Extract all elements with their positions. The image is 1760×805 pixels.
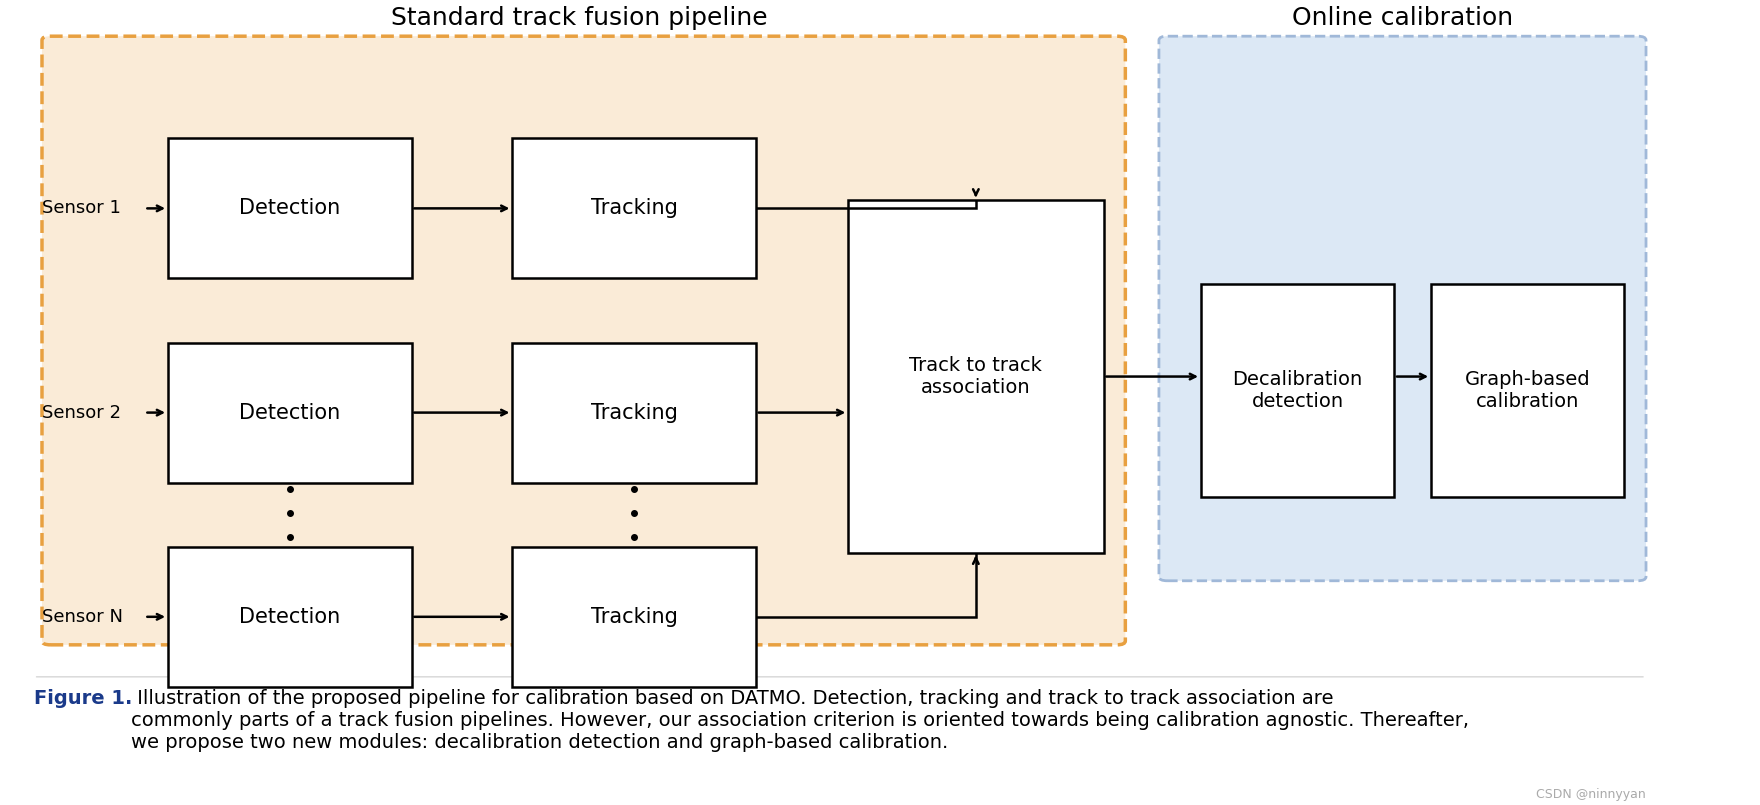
Text: Sensor N: Sensor N: [42, 608, 123, 625]
FancyBboxPatch shape: [512, 342, 755, 483]
Text: Tracking: Tracking: [591, 198, 678, 218]
FancyBboxPatch shape: [1431, 284, 1624, 497]
Text: Standard track fusion pipeline: Standard track fusion pipeline: [391, 6, 767, 30]
Text: Detection: Detection: [239, 198, 340, 218]
Text: Tracking: Tracking: [591, 402, 678, 423]
Text: Sensor 1: Sensor 1: [42, 200, 121, 217]
FancyBboxPatch shape: [167, 547, 412, 687]
FancyBboxPatch shape: [167, 138, 412, 279]
FancyBboxPatch shape: [167, 342, 412, 483]
Text: Tracking: Tracking: [591, 607, 678, 627]
FancyBboxPatch shape: [42, 36, 1125, 645]
FancyBboxPatch shape: [512, 547, 755, 687]
Text: Sensor 2: Sensor 2: [42, 403, 121, 422]
Text: Detection: Detection: [239, 607, 340, 627]
FancyBboxPatch shape: [512, 138, 755, 279]
FancyBboxPatch shape: [1200, 284, 1394, 497]
Text: Detection: Detection: [239, 402, 340, 423]
FancyBboxPatch shape: [1158, 36, 1646, 580]
FancyBboxPatch shape: [848, 200, 1104, 553]
Text: Figure 1.: Figure 1.: [33, 689, 132, 708]
Text: Track to track
association: Track to track association: [910, 356, 1042, 397]
Text: Graph-based
calibration: Graph-based calibration: [1464, 370, 1591, 411]
Text: CSDN @ninnyyan: CSDN @ninnyyan: [1536, 788, 1646, 801]
Text: Illustration of the proposed pipeline for calibration based on DATMO. Detection,: Illustration of the proposed pipeline fo…: [130, 689, 1470, 752]
Text: Online calibration: Online calibration: [1292, 6, 1514, 30]
Text: Decalibration
detection: Decalibration detection: [1232, 370, 1362, 411]
